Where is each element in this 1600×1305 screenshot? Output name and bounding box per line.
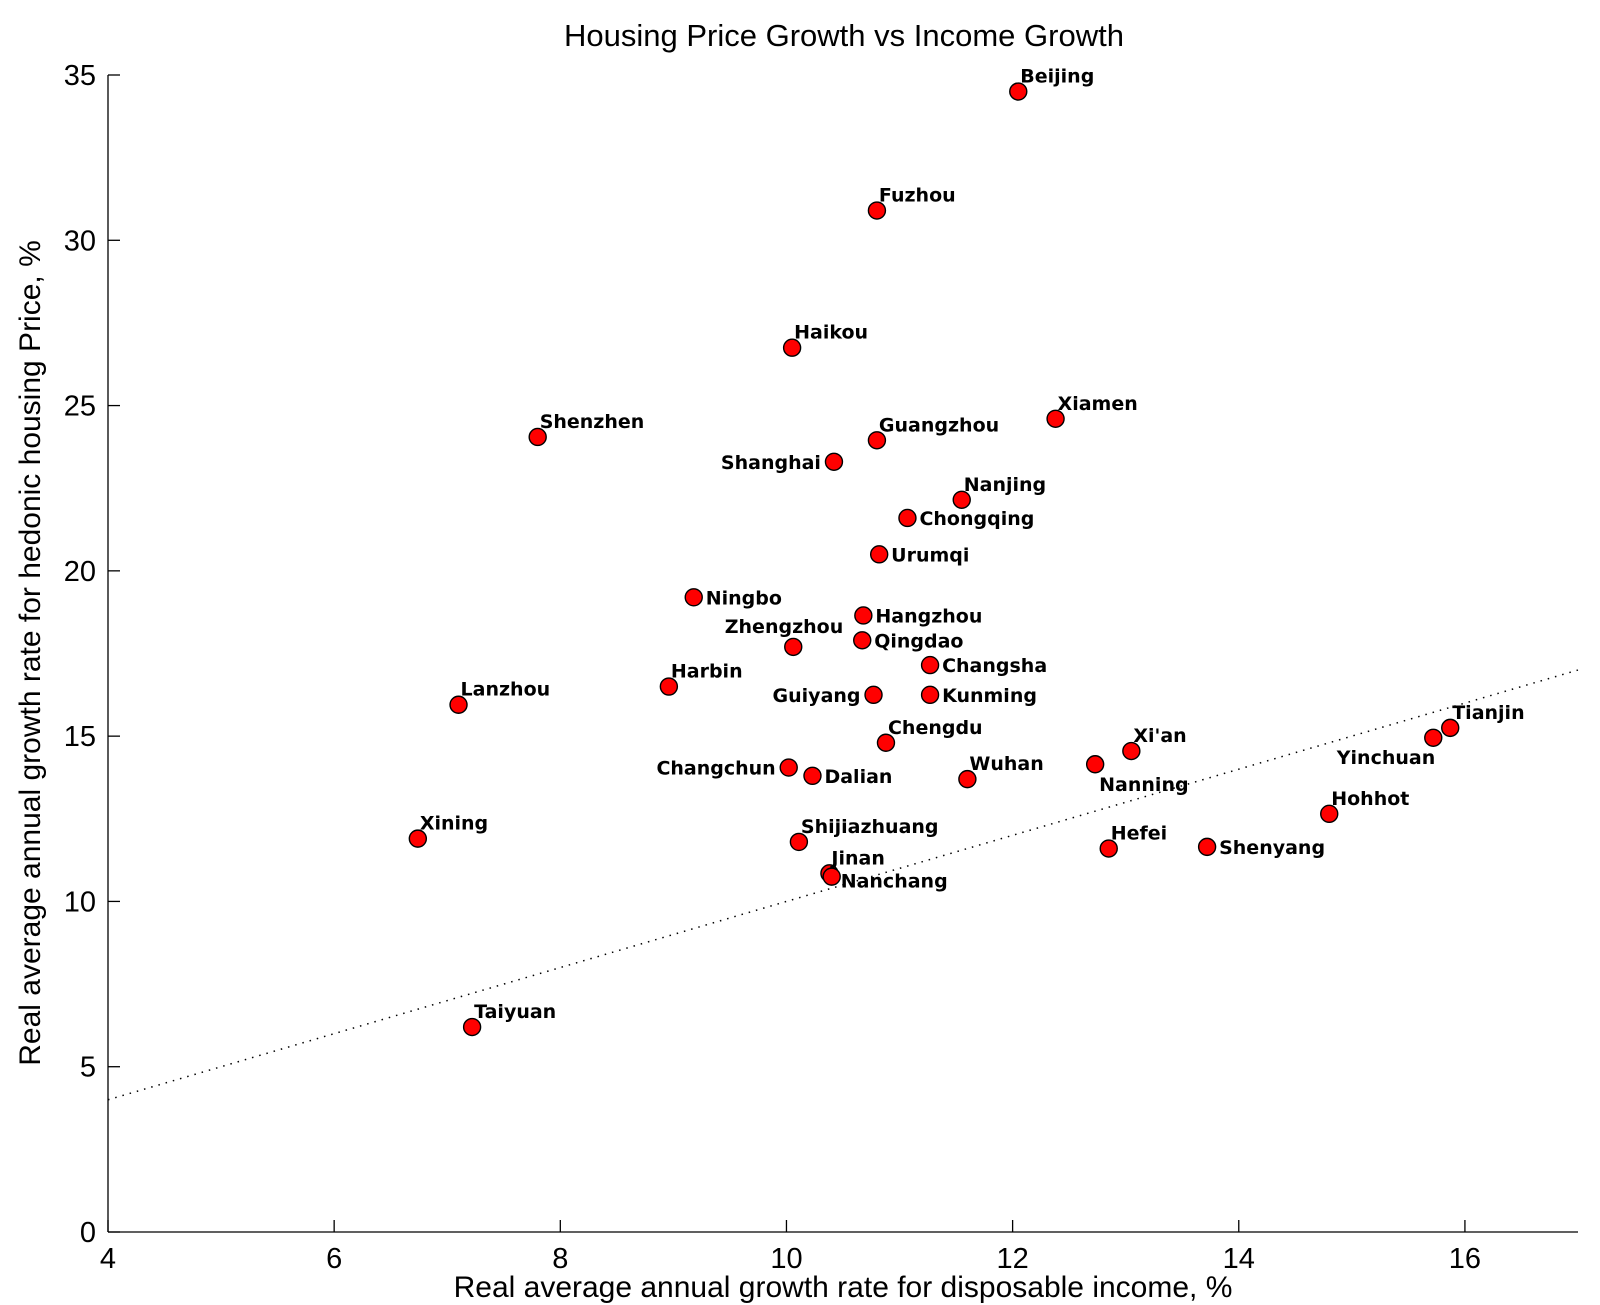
data-point [1441,718,1460,738]
point-label: Nanjing [964,474,1046,496]
point-label: Ningbo [706,587,782,609]
point-label: Shenyang [1219,837,1325,859]
data-point [803,766,822,786]
data-point [1046,409,1065,428]
point-label: Guangzhou [879,414,999,436]
data-point [822,867,841,886]
y-tick-label: 5 [80,1052,96,1084]
data-point [920,685,940,705]
data-point [659,677,679,696]
point-label: Hangzhou [875,605,982,627]
data-point [782,338,802,357]
point-label: Xining [420,813,488,835]
point-label: Zhengzhou [725,616,843,638]
point-label: Nanning [1099,774,1188,796]
data-point [867,201,887,220]
data-point [1122,741,1141,761]
point-label: Shanghai [721,452,821,474]
y-tick-label: 25 [64,391,96,423]
data-point [1197,837,1217,857]
data-point [1009,82,1028,101]
chart-title: Housing Price Growth vs Income Growth [564,18,1124,53]
point-label: Changchun [656,758,775,780]
y-tick-label: 35 [64,60,96,92]
y-tick-label: 10 [64,886,96,918]
point-label: Shenzhen [540,411,645,433]
point-label: Chongqing [919,508,1034,530]
x-tick-label: 12 [996,1243,1028,1275]
point-label: Jinan [829,847,884,869]
point-label: Tianjin [1452,702,1524,724]
data-point [876,733,896,752]
point-label: Shijiazhuang [801,816,939,838]
data-point [958,769,977,789]
data-point [528,427,547,447]
y-tick-label: 20 [64,556,96,588]
y-tick-label: 30 [64,225,96,257]
y-tick-label: 15 [64,721,96,753]
data-point [867,431,887,450]
x-tick-label: 6 [326,1243,342,1275]
data-point [1320,804,1339,824]
trend-line [107,669,1579,1101]
trend-line-group [107,669,1579,1101]
data-point [462,1017,482,1037]
data-point [898,508,917,528]
data-point [952,490,971,509]
data-point [449,695,468,714]
point-label: Urumqi [891,544,969,566]
x-tick-label: 8 [552,1243,568,1275]
point-label: Wuhan [969,753,1043,775]
data-point [408,829,428,848]
x-tick-label: 14 [1223,1243,1255,1275]
data-point [824,452,844,471]
point-label: Nanchang [841,871,948,893]
point-label: Guiyang [773,685,861,707]
data-point [1085,755,1105,774]
point-label: Dalian [824,766,892,788]
point-label: Chengdu [888,717,983,739]
data-point [1099,839,1118,858]
point-label: Beijing [1020,66,1094,88]
point-label: Hohhot [1331,788,1409,810]
point-label: Fuzhou [879,185,956,207]
point-label: Changsha [942,655,1047,677]
data-point [784,637,803,657]
point-label: Kunming [942,685,1037,707]
data-points [408,82,1460,1037]
point-label: Hefei [1111,823,1167,845]
point-label: Taiyuan [474,1001,556,1023]
data-point [854,606,873,625]
data-point [853,631,872,650]
y-tick-label: 0 [80,1217,96,1249]
data-point [779,758,798,777]
point-label: Qingdao [874,630,963,652]
data-point [864,685,883,705]
point-label: Haikou [794,322,868,344]
data-point [789,832,809,852]
point-label: Lanzhou [461,679,551,701]
x-axis-label: Real average annual growth rate for disp… [454,1271,1233,1304]
point-label: Harbin [671,661,743,683]
x-tick-label: 10 [770,1243,802,1275]
data-point [1424,728,1443,747]
x-tick-label: 4 [100,1243,116,1275]
y-axis-label: Real average annual growth rate for hedo… [14,240,47,1066]
data-point [684,588,703,607]
data-point [920,655,940,675]
point-label: Yinchuan [1336,747,1435,769]
data-point [869,545,889,564]
point-label: Xiamen [1058,393,1138,415]
axes: 4 6 8 10 12 14 16 0 5 10 15 20 25 30 35 [64,60,1578,1275]
point-labels: Beijing Fuzhou Haikou Xiamen Shenzhen Guangzh… [420,66,1525,1024]
x-tick-label: 16 [1449,1243,1481,1275]
point-label: Xi'an [1133,725,1186,747]
